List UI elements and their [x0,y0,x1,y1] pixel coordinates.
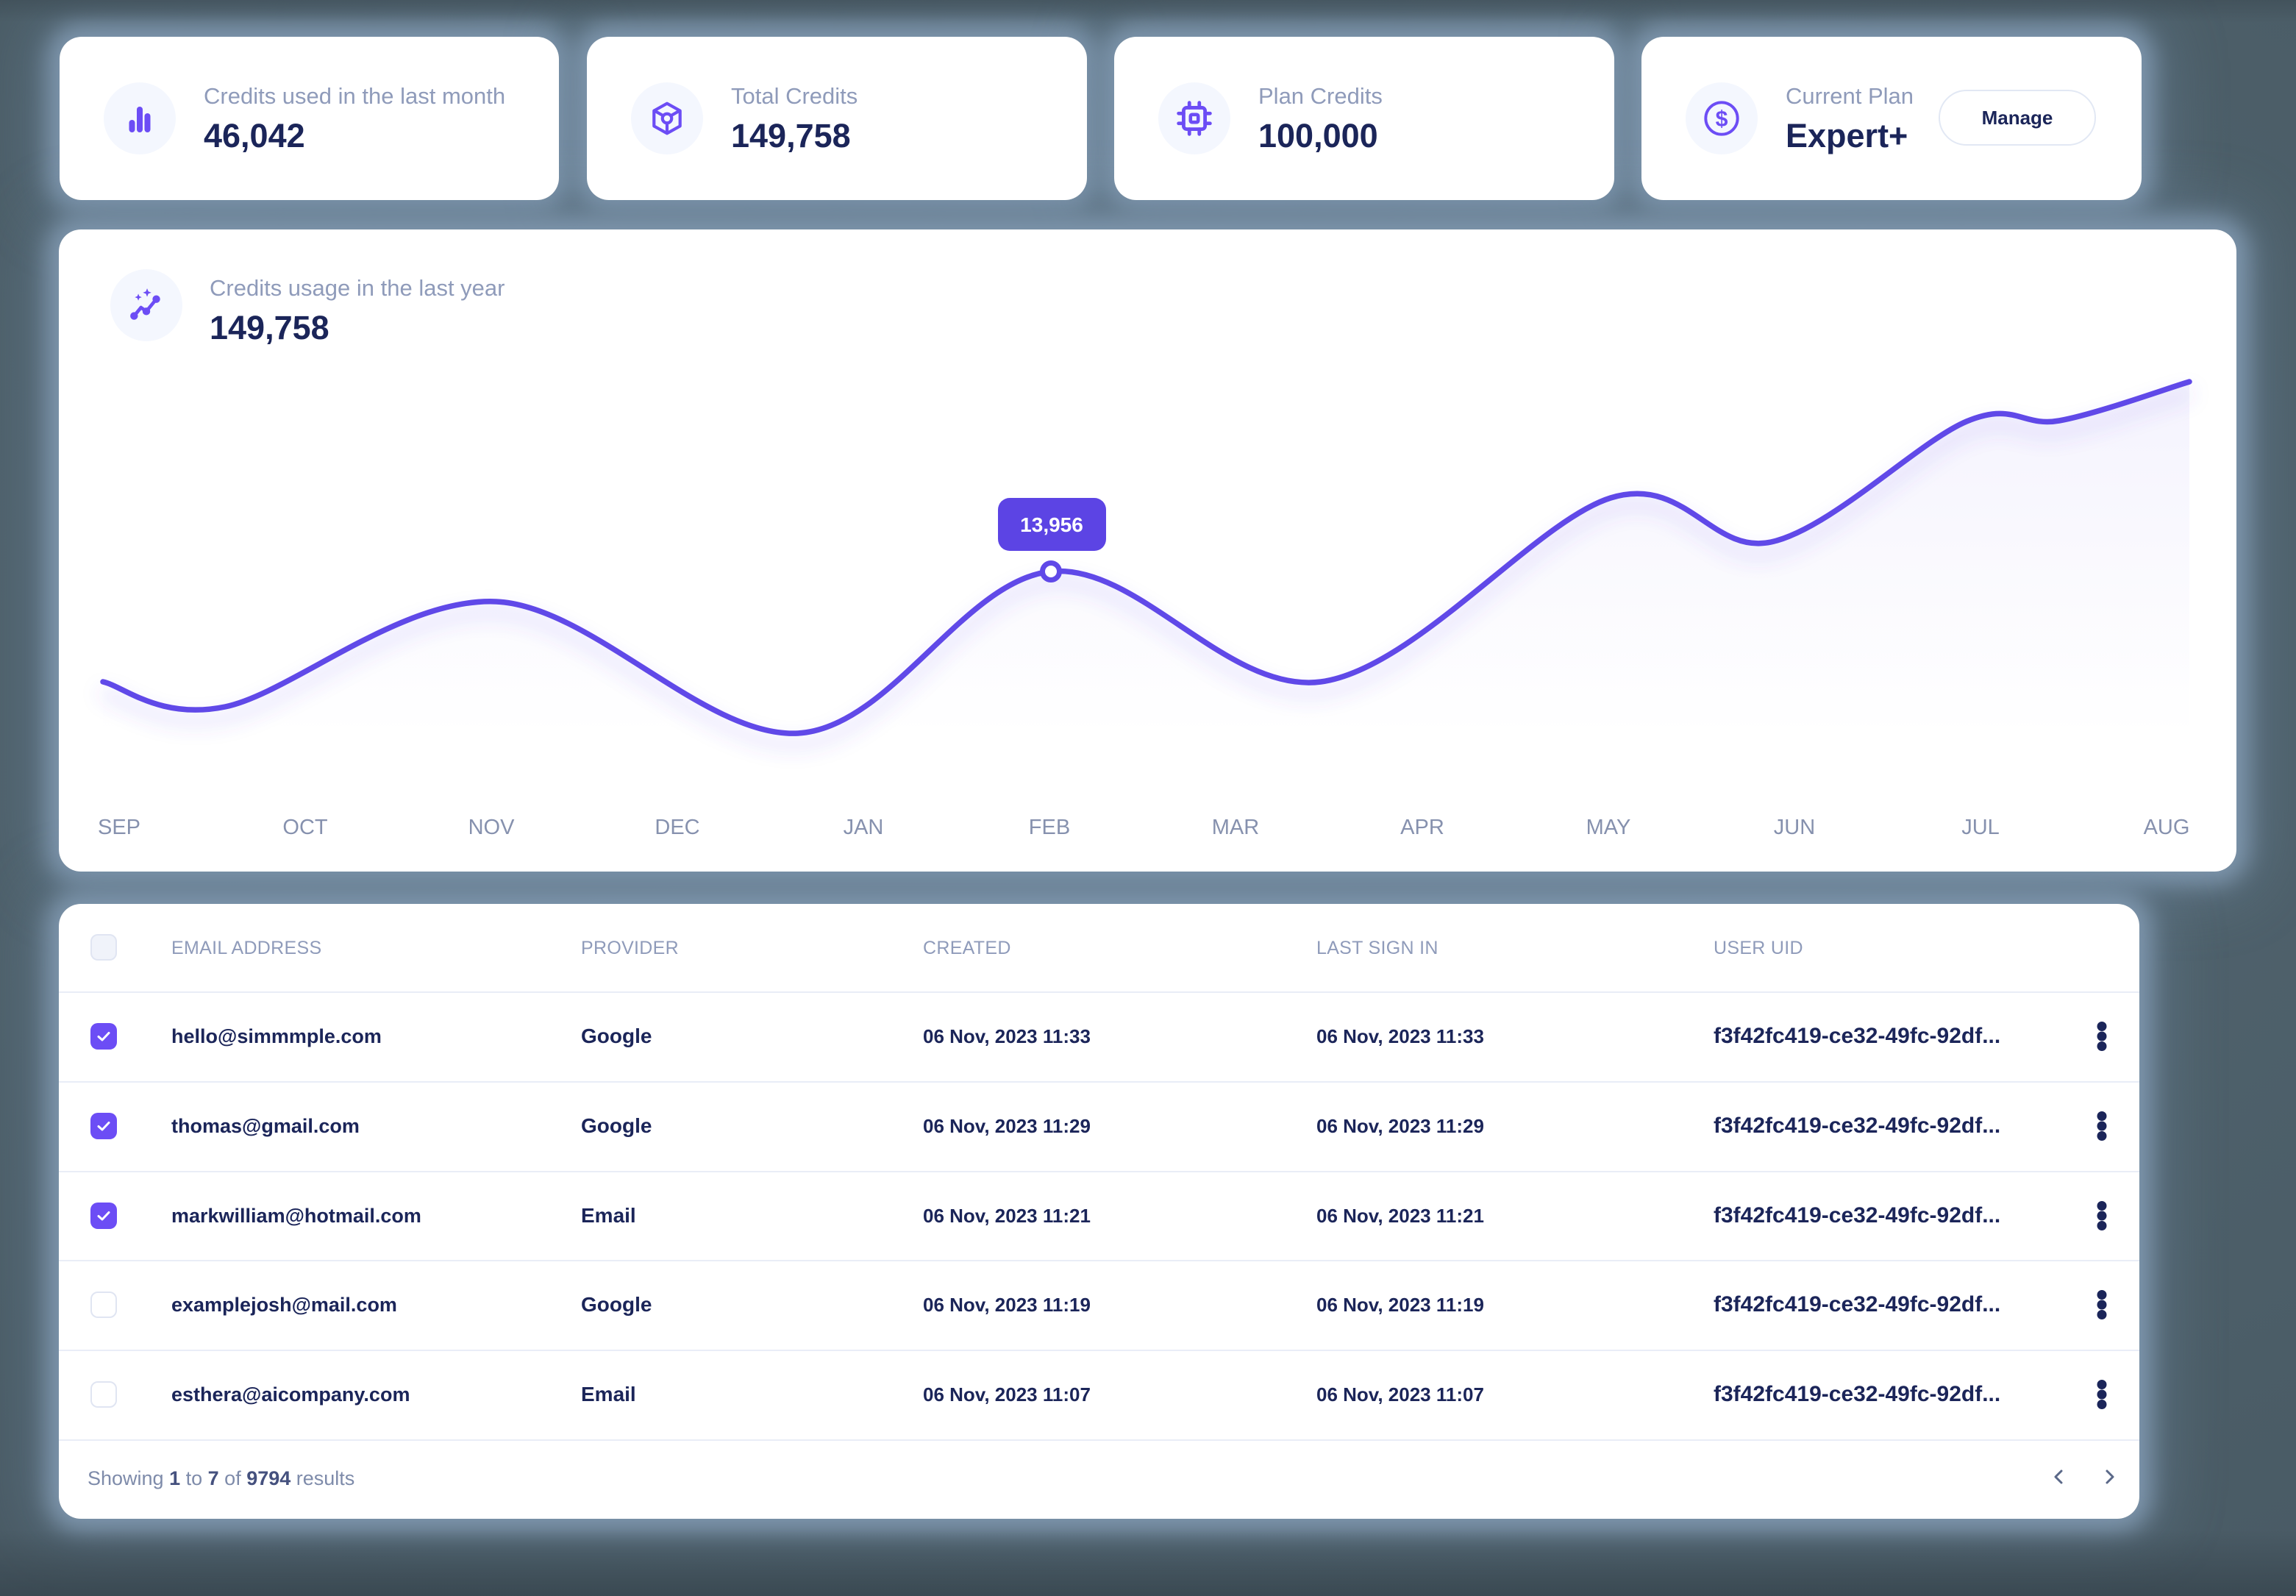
svg-text:$: $ [1716,107,1728,131]
svg-text:13,956: 13,956 [1020,513,1083,536]
